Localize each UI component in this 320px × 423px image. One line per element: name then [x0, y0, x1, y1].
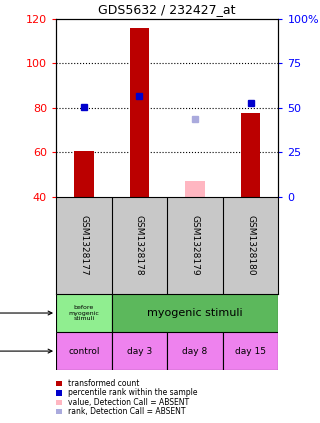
Text: myogenic stimuli: myogenic stimuli: [147, 308, 243, 318]
Text: value, Detection Call = ABSENT: value, Detection Call = ABSENT: [68, 398, 189, 407]
Bar: [167, 332, 223, 370]
Title: GDS5632 / 232427_at: GDS5632 / 232427_at: [99, 3, 236, 16]
Text: day 3: day 3: [127, 346, 152, 356]
Text: GSM1328177: GSM1328177: [79, 215, 88, 276]
Bar: [223, 332, 278, 370]
Text: GSM1328179: GSM1328179: [190, 215, 199, 276]
Text: rank, Detection Call = ABSENT: rank, Detection Call = ABSENT: [68, 407, 186, 416]
Text: percentile rank within the sample: percentile rank within the sample: [68, 388, 198, 398]
Text: day 8: day 8: [182, 346, 208, 356]
Bar: [130, 28, 149, 197]
Bar: [112, 294, 278, 332]
Bar: [56, 332, 112, 370]
Bar: [74, 151, 93, 197]
Bar: [56, 294, 112, 332]
Text: time: time: [0, 346, 52, 356]
Text: day 15: day 15: [235, 346, 266, 356]
Text: transformed count: transformed count: [68, 379, 140, 388]
Text: protocol: protocol: [0, 308, 52, 318]
Text: before
myogenic
stimuli: before myogenic stimuli: [68, 305, 99, 321]
Bar: [112, 332, 167, 370]
Bar: [185, 181, 205, 197]
Text: GSM1328180: GSM1328180: [246, 215, 255, 276]
Text: GSM1328178: GSM1328178: [135, 215, 144, 276]
Bar: [241, 113, 260, 197]
Text: control: control: [68, 346, 100, 356]
